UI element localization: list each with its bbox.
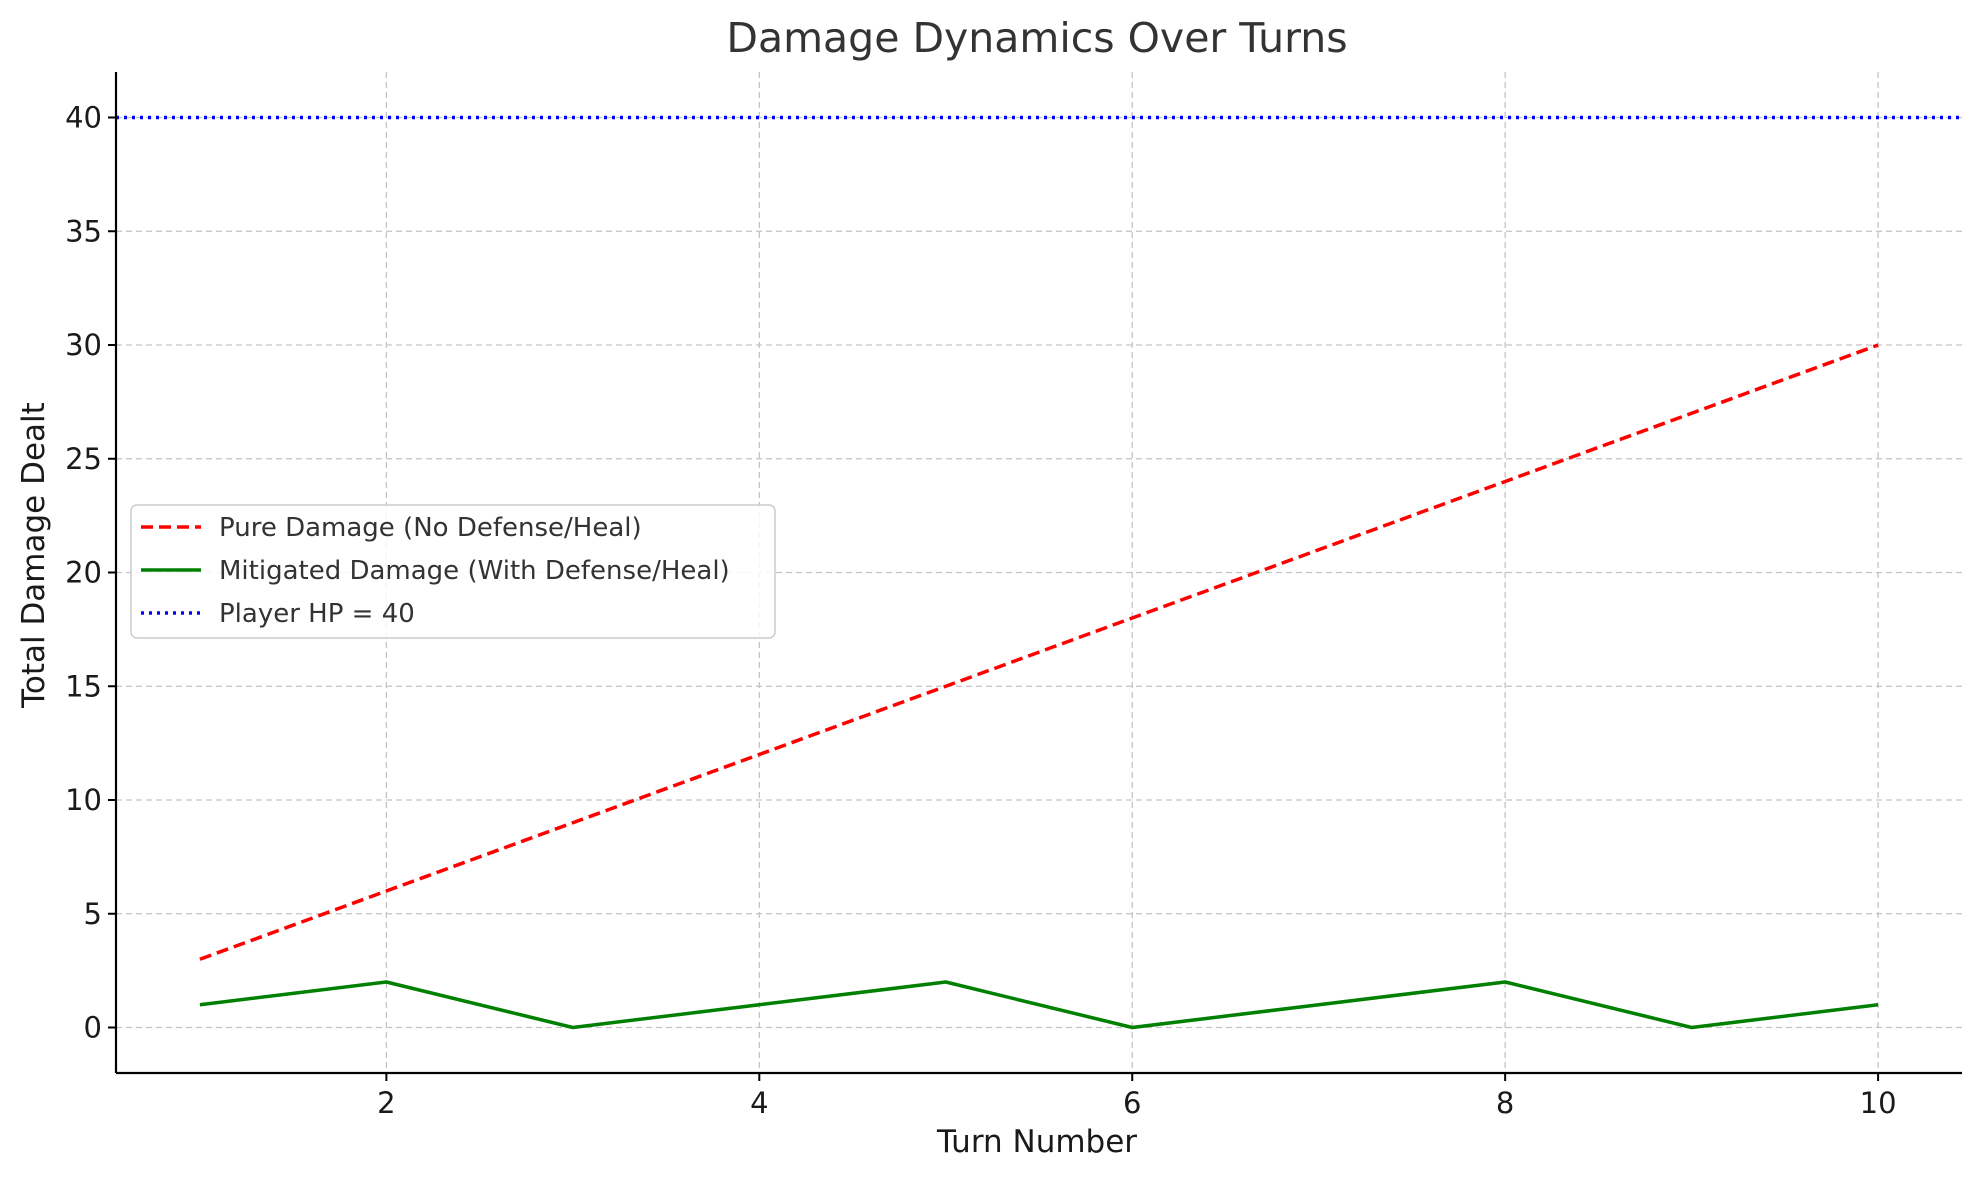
grid bbox=[116, 72, 1962, 1073]
legend-box bbox=[130, 504, 776, 639]
series-line-mitigated-damage bbox=[199, 980, 1879, 1030]
y-tick-label: 0 bbox=[84, 1011, 102, 1045]
y-tick-label: 40 bbox=[65, 101, 102, 135]
x-tick-label: 10 bbox=[1860, 1086, 1897, 1120]
y-tick-label: 10 bbox=[65, 783, 102, 817]
y-tick-label: 30 bbox=[65, 328, 102, 362]
x-axis-label: Turn Number bbox=[936, 1124, 1137, 1160]
legend-label-pure-damage: Pure Damage (No Defense/Heal) bbox=[219, 513, 642, 543]
x-tick-label: 4 bbox=[750, 1086, 768, 1120]
y-tick-label: 35 bbox=[65, 214, 102, 248]
x-tick-label: 8 bbox=[1496, 1086, 1514, 1120]
legend-label-mitigated-damage: Mitigated Damage (With Defense/Heal) bbox=[219, 556, 730, 586]
y-tick-label: 15 bbox=[65, 669, 102, 703]
series-lines bbox=[199, 343, 1879, 1030]
tick-labels: 0 5 10 15 20 25 30 35 40 2 4 6 8 10 bbox=[65, 101, 1896, 1121]
x-tick-label: 2 bbox=[377, 1086, 395, 1120]
y-axis-label: Total Damage Dealt bbox=[16, 402, 52, 709]
y-tick-label: 25 bbox=[65, 442, 102, 476]
x-tick-label: 6 bbox=[1123, 1086, 1141, 1120]
legend: Pure Damage (No Defense/Heal) Mitigated … bbox=[130, 504, 776, 639]
y-tick-label: 20 bbox=[65, 556, 102, 590]
series-line-pure-damage bbox=[199, 343, 1879, 961]
chart-title: Damage Dynamics Over Turns bbox=[726, 14, 1347, 62]
y-tick-label: 5 bbox=[84, 897, 102, 931]
legend-label-player-hp: Player HP = 40 bbox=[219, 599, 415, 629]
